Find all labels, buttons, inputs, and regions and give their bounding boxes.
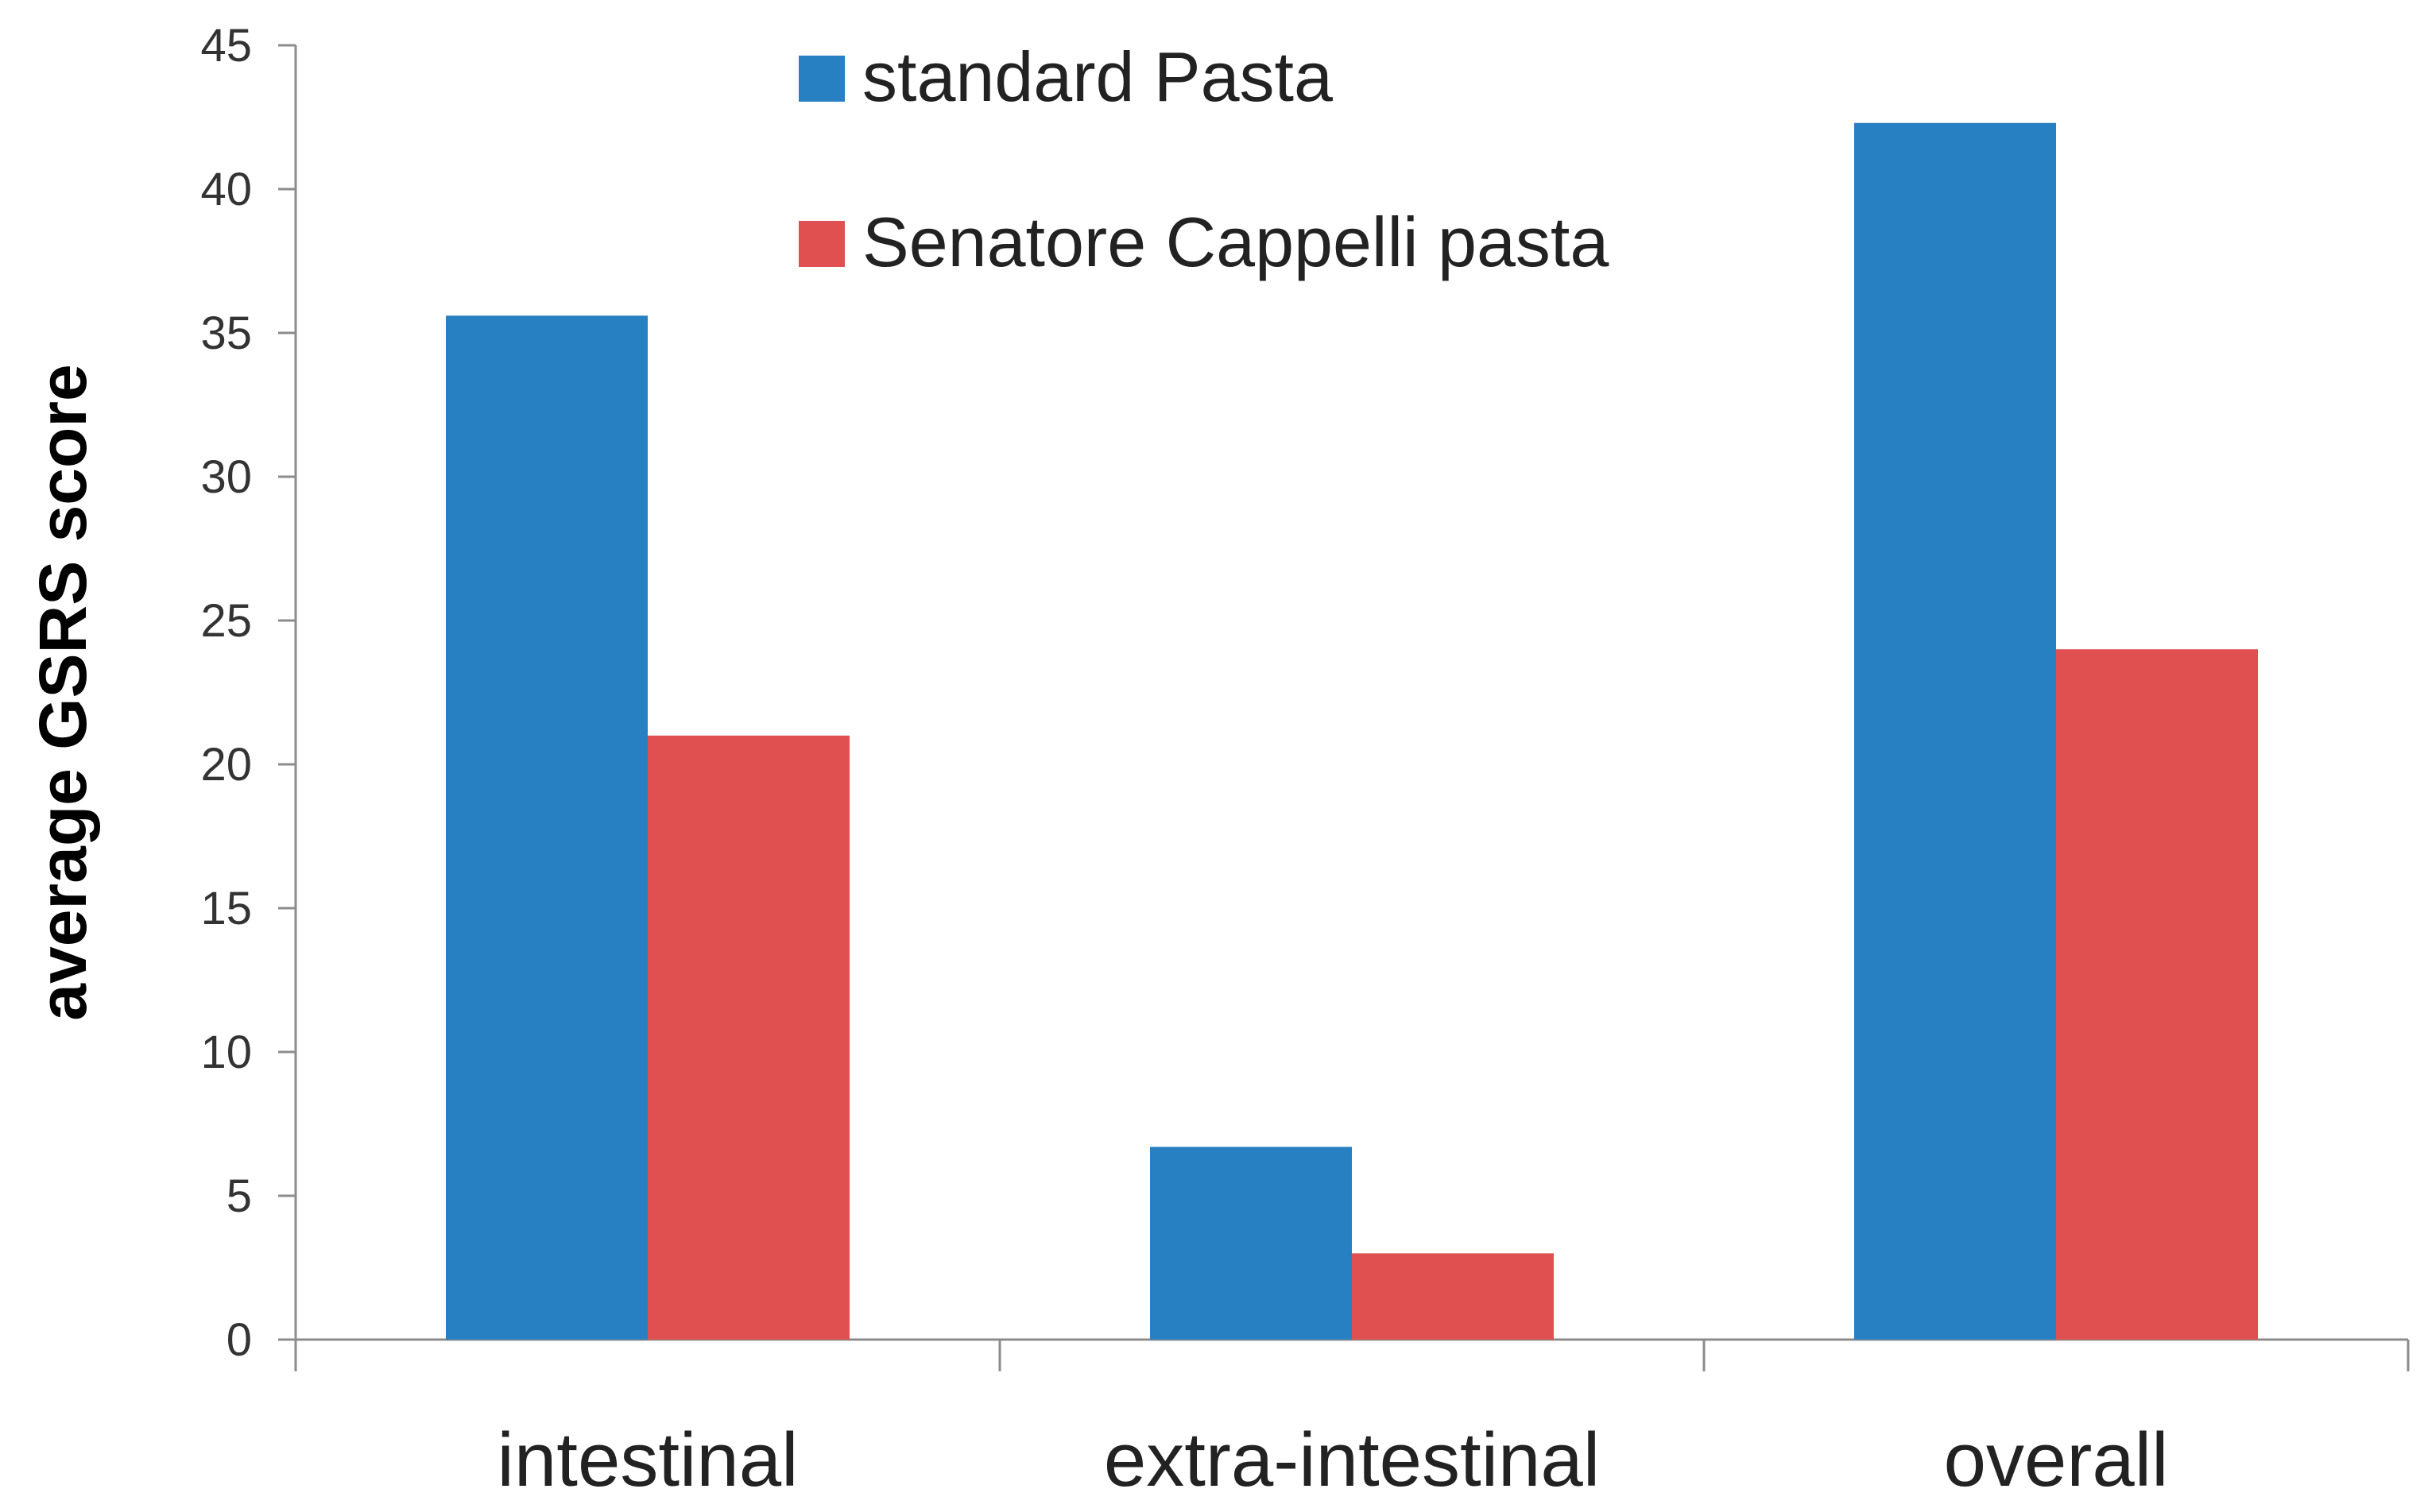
x-category-label: intestinal <box>498 1417 799 1502</box>
legend-label: Senatore Cappelli pasta <box>862 203 1609 281</box>
y-tick-label: 30 <box>200 451 252 503</box>
legend: standard Pasta Senatore Cappelli pasta <box>799 37 1609 281</box>
y-tick-label: 40 <box>200 164 252 215</box>
y-tick-label: 5 <box>227 1170 252 1222</box>
labels: 0 5 10 15 20 25 30 35 40 45 intestinal extra-intest… <box>200 20 2168 1502</box>
bar-cappelli-1 <box>648 735 850 1340</box>
bars <box>446 122 2258 1340</box>
y-tick-label: 10 <box>200 1027 252 1078</box>
legend-swatch <box>799 221 845 267</box>
x-category-label: overall <box>1944 1417 2169 1502</box>
x-category-label: extra-intestinal <box>1104 1417 1600 1502</box>
bar-cappelli-3 <box>2056 649 2258 1340</box>
bar-standard-2 <box>1150 1147 1352 1340</box>
y-tick-label: 0 <box>227 1314 252 1366</box>
y-tick-label: 45 <box>200 20 252 72</box>
y-tick-label: 20 <box>200 739 252 791</box>
y-axis-title: average GSRS score <box>25 364 100 1020</box>
y-tick-label: 35 <box>200 307 252 359</box>
legend-label: standard Pasta <box>862 37 1333 116</box>
legend-swatch <box>799 56 845 102</box>
y-tick-label: 15 <box>200 883 252 934</box>
bar-cappelli-2 <box>1352 1253 1554 1340</box>
y-tick-label: 25 <box>200 595 252 647</box>
bar-standard-3 <box>1854 122 2056 1340</box>
bar-standard-1 <box>446 315 648 1340</box>
